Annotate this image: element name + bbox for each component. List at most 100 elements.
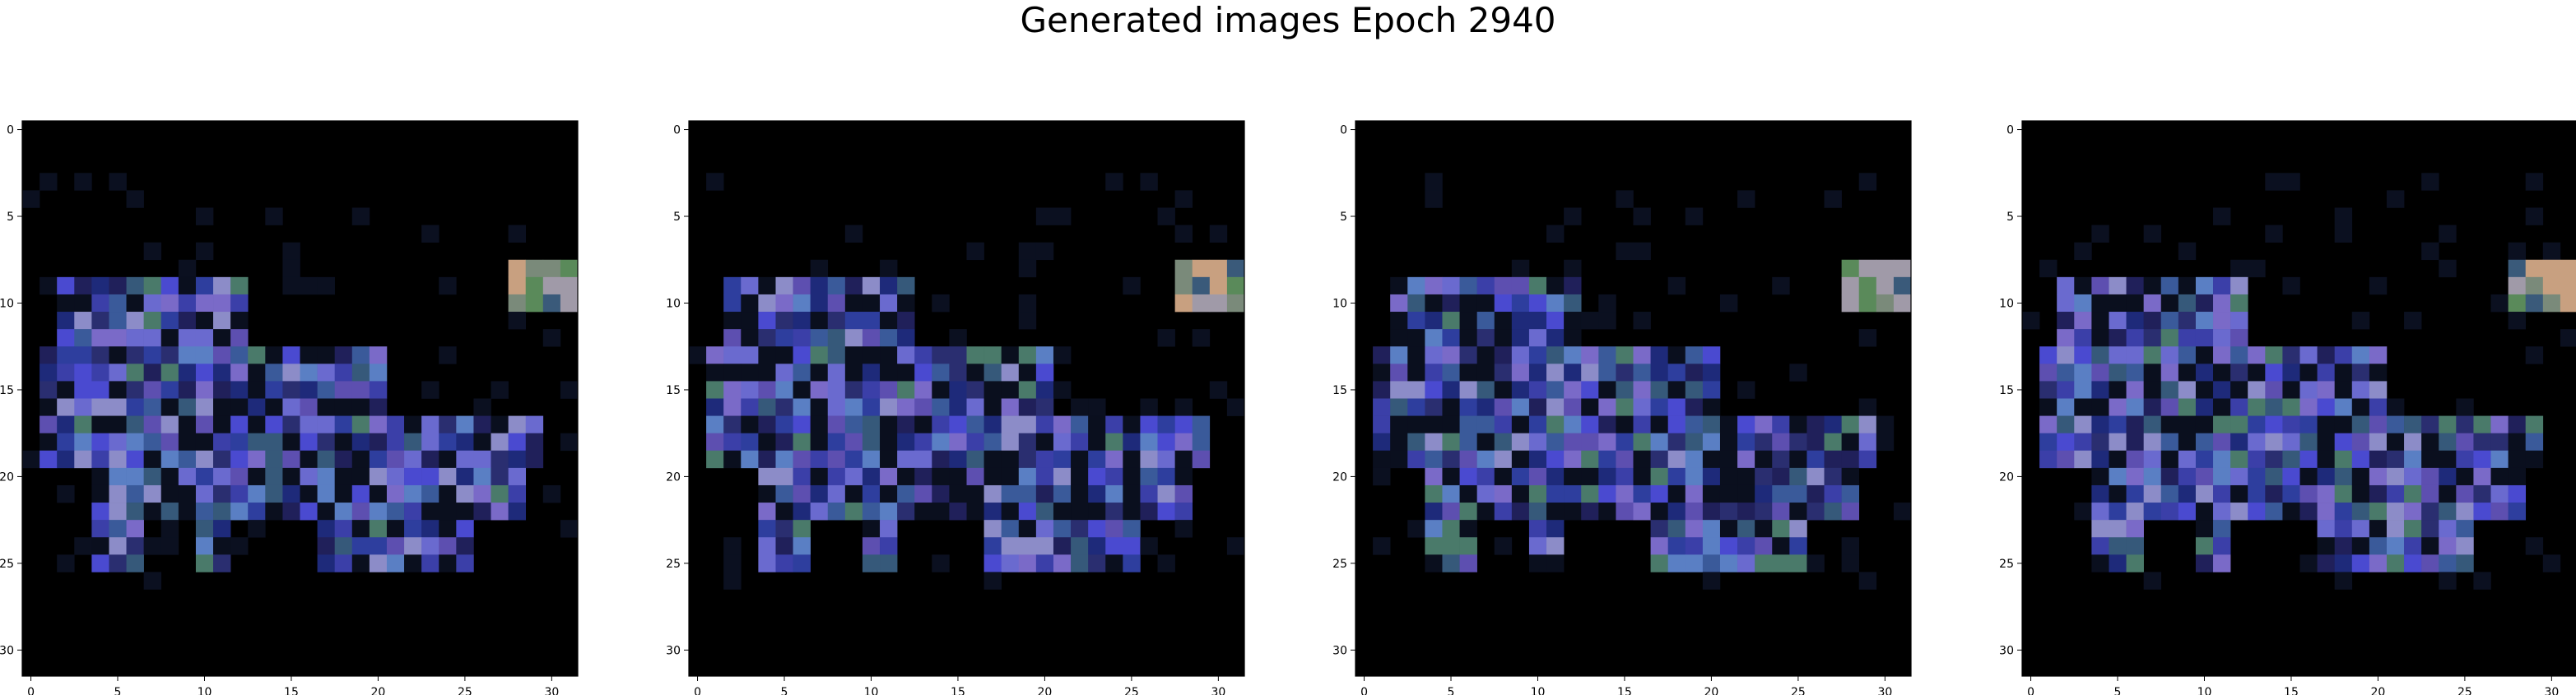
pixel-cell — [1667, 346, 1686, 364]
pixel-cell — [2057, 450, 2075, 469]
pixel-cell — [723, 554, 742, 572]
pixel-cell — [2421, 242, 2439, 261]
pixel-cell — [1192, 276, 1211, 295]
pixel-cell — [2490, 484, 2509, 503]
pixel-cell — [57, 312, 75, 330]
pixel-cell — [1667, 503, 1686, 521]
pixel-cell — [57, 415, 75, 433]
pixel-cell — [265, 433, 283, 452]
pixel-cell — [897, 503, 915, 521]
pixel-cell — [2473, 415, 2491, 433]
pixel-cell — [2248, 346, 2266, 364]
pixel-cell — [439, 520, 457, 538]
pixel-cell — [1476, 312, 1495, 330]
pixel-cell — [508, 276, 527, 295]
y-tick-label: 10 — [666, 297, 681, 310]
pixel-cell — [1494, 467, 1513, 486]
pixel-cell — [1564, 433, 1582, 452]
pixel-cell — [1546, 520, 1565, 538]
pixel-cell — [542, 484, 561, 503]
x-tick-label: 5 — [2114, 686, 2122, 695]
pixel-cell — [2109, 398, 2127, 416]
pixel-cell — [1858, 329, 1877, 347]
pixel-cell — [282, 259, 300, 278]
pixel-cell — [862, 415, 881, 433]
pixel-cell — [160, 329, 179, 347]
pixel-cell — [1789, 554, 1807, 572]
pixel-cell — [456, 484, 474, 503]
pixel-cell — [40, 415, 58, 433]
pixel-cell — [456, 503, 474, 521]
pixel-cell — [334, 346, 353, 364]
pixel-cell — [560, 433, 579, 452]
pixel-cell — [862, 312, 881, 330]
pixel-cell — [439, 433, 457, 452]
pixel-cell — [1564, 398, 1582, 416]
pixel-cell — [386, 554, 405, 572]
pixel-cell — [300, 433, 318, 452]
y-tick-label: 20 — [1999, 470, 2014, 484]
pixel-cell — [2508, 242, 2527, 261]
pixel-cell — [2542, 554, 2561, 572]
pixel-cell — [456, 415, 474, 433]
pixel-cell — [706, 346, 724, 364]
pixel-cell — [966, 450, 984, 469]
pixel-cell — [897, 329, 915, 347]
pixel-cell — [265, 398, 283, 416]
pixel-cell — [1174, 433, 1193, 452]
pixel-cell — [2299, 433, 2318, 452]
pixel-cell — [1071, 554, 1089, 572]
pixel-cell — [2160, 398, 2179, 416]
pixel-cell — [932, 433, 950, 452]
pixel-cell — [1650, 346, 1668, 364]
pixel-cell — [230, 503, 249, 521]
pixel-cell — [126, 503, 144, 521]
pixel-cell — [1425, 433, 1443, 452]
pixel-cell — [1494, 276, 1513, 295]
pixel-cell — [1772, 520, 1790, 538]
pixel-cell — [1528, 329, 1547, 347]
pixel-cell — [1564, 467, 1582, 486]
pixel-cell — [880, 520, 898, 538]
pixel-cell — [2039, 433, 2058, 452]
pixel-cell — [2109, 276, 2127, 295]
y-tick-label: 20 — [0, 470, 14, 484]
pixel-cell — [91, 415, 109, 433]
pixel-cell — [793, 467, 811, 486]
pixel-cell — [1633, 207, 1651, 225]
pixel-cell — [1226, 259, 1245, 278]
pixel-cell — [1174, 503, 1193, 521]
pixel-cell — [230, 415, 249, 433]
pixel-cell — [369, 484, 388, 503]
pixel-cell — [1035, 242, 1054, 261]
pixel-cell — [1174, 484, 1193, 503]
pixel-cell — [351, 364, 370, 382]
pixel-cell — [369, 346, 388, 364]
x-tick-label: 25 — [1124, 686, 1139, 695]
pixel-cell — [2317, 450, 2335, 469]
pixel-cell — [966, 484, 984, 503]
pixel-cell — [2369, 554, 2388, 572]
pixel-cell — [1407, 312, 1425, 330]
pixel-cell — [143, 294, 162, 313]
pixel-cell — [2213, 398, 2231, 416]
pixel-cell — [2143, 312, 2162, 330]
pixel-cell — [2456, 415, 2474, 433]
pixel-cell — [2109, 433, 2127, 452]
pixel-cell — [1702, 537, 1721, 555]
pixel-cell — [334, 398, 353, 416]
pixel-cell — [1772, 450, 1790, 469]
pixel-cell — [109, 294, 127, 313]
pixel-cell — [1598, 364, 1616, 382]
pixel-cell — [1226, 537, 1245, 555]
pixel-cell — [508, 503, 527, 521]
pixel-cell — [1789, 433, 1807, 452]
pixel-cell — [1667, 467, 1686, 486]
pixel-cell — [2351, 467, 2370, 486]
y-tick-label: 15 — [1332, 384, 1347, 397]
pixel-cell — [109, 433, 127, 452]
pixel-cell — [1858, 259, 1877, 278]
pixel-cell — [1546, 554, 1565, 572]
pixel-cell — [1616, 433, 1634, 452]
pixel-cell — [1425, 467, 1443, 486]
